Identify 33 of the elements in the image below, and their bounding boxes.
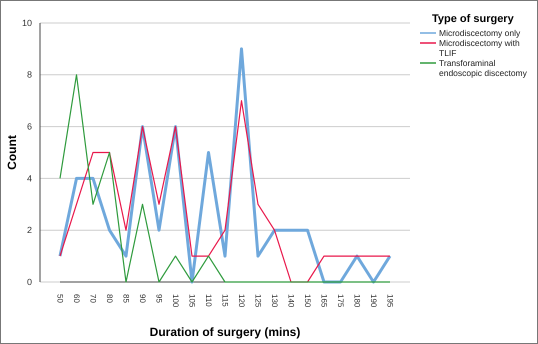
x-tick-label: 115 [220, 294, 230, 308]
x-tick-label: 60 [72, 294, 81, 304]
y-tick-label: 10 [22, 18, 32, 28]
x-tick-label: 80 [104, 294, 114, 304]
y-tick-label: 0 [26, 276, 32, 287]
x-tick-label: 140 [286, 294, 296, 308]
y-tick-label: 8 [26, 70, 32, 80]
legend-label: Microdiscectomy only [439, 28, 521, 38]
legend-label: Microdiscectomy with TLIF [439, 38, 520, 58]
x-tick-label: 50 [55, 294, 64, 304]
x-tick-label: 165 [319, 294, 328, 308]
x-tick-label: 90 [138, 294, 147, 304]
x-tick-label: 175 [336, 294, 345, 308]
x-tick-label: 195 [385, 294, 394, 308]
legend-title: Type of surgery [432, 13, 515, 25]
x-tick-label: 150 [302, 294, 312, 308]
x-tick-label: 110 [204, 294, 213, 308]
y-tick-label: 6 [26, 121, 32, 132]
y-tick-label: 2 [26, 225, 32, 236]
x-axis-title: Duration of surgery (mins) [150, 325, 300, 339]
x-tick-label: 105 [187, 294, 196, 308]
x-tick-label: 100 [170, 294, 180, 308]
x-tick-label: 95 [154, 294, 164, 304]
x-tick-label: 180 [352, 294, 362, 308]
x-tick-label: 125 [253, 294, 262, 308]
x-tick-label: 120 [236, 294, 246, 308]
x-tick-label: 130 [270, 294, 279, 308]
x-tick-label: 70 [88, 294, 98, 304]
x-tick-label: 190 [368, 294, 378, 308]
y-tick-label: 4 [26, 173, 32, 184]
legend-label: Transforaminal endoscopic discectomy [439, 58, 528, 78]
y-axis-title: Count [5, 135, 19, 170]
x-tick-label: 85 [121, 294, 130, 304]
